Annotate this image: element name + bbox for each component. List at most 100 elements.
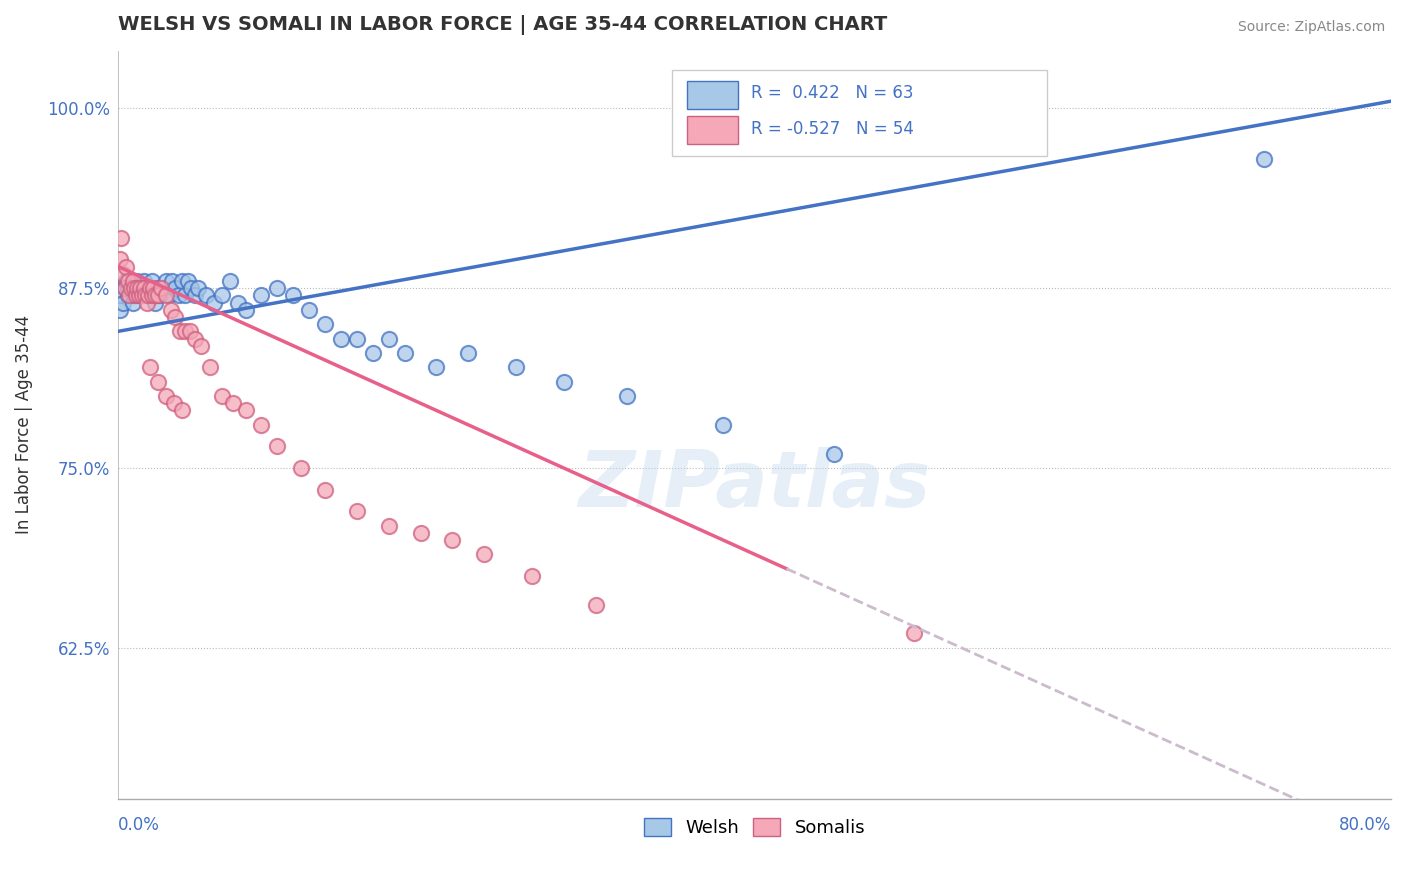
Point (394, 346, 416, 360)
Point (159, 302, 181, 317)
Point (183, 332, 205, 346)
Text: ZIPatlas: ZIPatlas (578, 447, 931, 523)
Point (361, 346, 384, 360)
Point (298, 302, 321, 317)
Point (138, 281, 160, 295)
Point (114, 281, 136, 295)
Point (290, 461, 312, 475)
Point (120, 281, 142, 295)
Text: Source: ZipAtlas.com: Source: ZipAtlas.com (1237, 20, 1385, 34)
Point (457, 346, 479, 360)
Point (118, 274, 141, 288)
Point (128, 288, 150, 302)
Point (711, 417, 734, 432)
Point (179, 324, 201, 338)
Point (553, 375, 575, 389)
Point (330, 332, 353, 346)
Point (139, 360, 162, 375)
FancyBboxPatch shape (672, 70, 1047, 155)
Point (1253, 152, 1275, 166)
Point (155, 389, 177, 403)
Point (162, 274, 184, 288)
Point (110, 231, 132, 245)
Point (169, 324, 191, 338)
Point (472, 547, 495, 561)
Point (117, 281, 139, 295)
Point (143, 295, 166, 310)
Point (143, 288, 166, 302)
Point (138, 288, 160, 302)
Point (250, 417, 273, 432)
Point (346, 332, 368, 346)
Point (585, 598, 607, 612)
Point (145, 288, 167, 302)
Point (616, 389, 638, 403)
Point (314, 483, 336, 497)
Point (121, 274, 143, 288)
Point (120, 281, 142, 295)
Point (150, 281, 173, 295)
Point (190, 339, 212, 353)
Point (155, 288, 177, 302)
Point (211, 288, 233, 302)
Legend: Welsh, Somalis: Welsh, Somalis (634, 808, 875, 846)
Point (132, 274, 155, 288)
Point (174, 288, 197, 302)
Point (127, 274, 149, 288)
Text: 80.0%: 80.0% (1339, 816, 1391, 834)
Point (346, 504, 368, 518)
Point (177, 274, 200, 288)
Text: R = -0.527   N = 54: R = -0.527 N = 54 (751, 120, 914, 137)
Point (142, 281, 165, 295)
Point (266, 439, 288, 453)
Point (135, 288, 157, 302)
Point (134, 288, 156, 302)
Point (131, 288, 153, 302)
Point (157, 288, 180, 302)
Point (142, 288, 165, 302)
Point (211, 389, 233, 403)
Point (149, 288, 172, 302)
Point (141, 288, 163, 302)
Point (165, 310, 187, 324)
Point (180, 281, 202, 295)
Point (108, 302, 131, 317)
Point (146, 288, 169, 302)
Point (441, 533, 464, 547)
Point (152, 281, 174, 295)
Point (163, 396, 186, 410)
Point (132, 281, 155, 295)
Y-axis label: In Labor Force | Age 35-44: In Labor Force | Age 35-44 (15, 315, 32, 534)
Point (183, 288, 205, 302)
Point (129, 281, 152, 295)
Point (377, 518, 399, 533)
Point (823, 447, 845, 461)
Point (377, 332, 399, 346)
Point (115, 260, 138, 274)
Point (125, 281, 148, 295)
Point (235, 403, 257, 417)
Point (146, 281, 169, 295)
Point (121, 295, 143, 310)
Point (108, 252, 131, 267)
Point (520, 569, 543, 583)
Text: R =  0.422   N = 63: R = 0.422 N = 63 (751, 85, 914, 103)
Point (125, 288, 148, 302)
Point (141, 274, 163, 288)
Point (505, 360, 527, 375)
Point (122, 281, 145, 295)
Point (170, 403, 193, 417)
Point (155, 274, 177, 288)
FancyBboxPatch shape (688, 116, 738, 145)
Point (218, 274, 240, 288)
Text: 0.0%: 0.0% (118, 816, 160, 834)
Point (170, 274, 193, 288)
Point (409, 525, 432, 540)
Point (194, 288, 217, 302)
Point (110, 288, 132, 302)
Point (314, 317, 336, 331)
Point (139, 281, 162, 295)
Point (111, 295, 134, 310)
Point (139, 281, 162, 295)
Point (266, 281, 288, 295)
